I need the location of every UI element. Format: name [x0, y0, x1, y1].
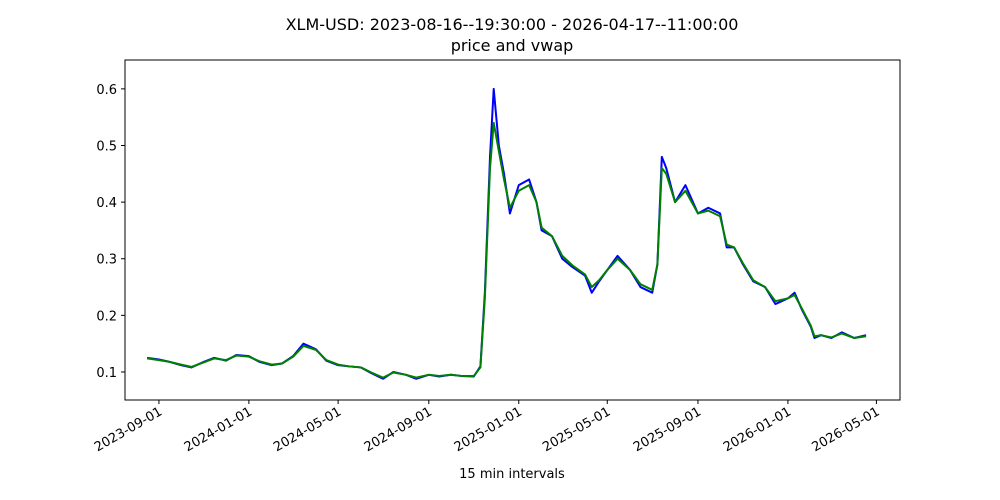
chart-subtitle: price and vwap [451, 36, 574, 55]
y-tick-label: 0.6 [96, 83, 117, 98]
chart-title: XLM-USD: 2023-08-16--19:30:00 - 2026-04-… [286, 15, 739, 34]
y-tick-label: 0.1 [96, 366, 117, 381]
plot-frame [124, 59, 901, 401]
y-tick-label: 0.3 [96, 253, 117, 268]
y-tick-label: 0.2 [96, 309, 117, 324]
y-tick-label: 0.5 [96, 139, 117, 154]
series-line [146, 121, 867, 379]
y-tick-label: 0.4 [96, 196, 117, 211]
x-axis-label: 15 min intervals [459, 467, 565, 482]
